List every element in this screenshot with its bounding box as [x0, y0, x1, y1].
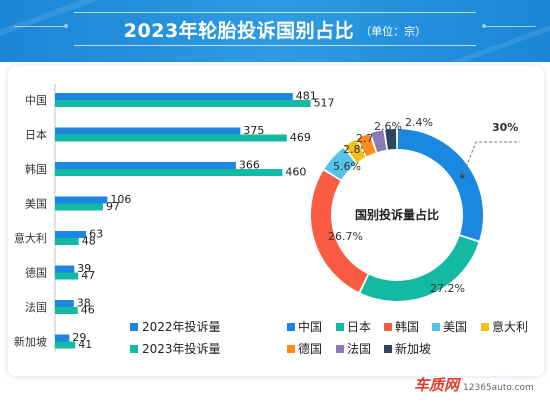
legend-label: 日本	[347, 320, 371, 334]
bar-value-label: 97	[106, 200, 120, 213]
legend-swatch	[336, 345, 344, 353]
legend-label: 法国	[347, 342, 371, 356]
bar	[55, 238, 79, 245]
bar-value-label: 47	[81, 269, 95, 282]
legend-label: 2023年投诉量	[142, 341, 221, 356]
watermark: 车质网 12365auto.com	[414, 374, 534, 395]
category-label: 德国	[25, 266, 47, 280]
legend-label: 韩国	[395, 319, 419, 334]
legend-label: 新加坡	[395, 341, 431, 356]
bar-value-label: 366	[239, 159, 260, 172]
bar-value-label: 517	[314, 97, 335, 110]
donut-slice	[360, 236, 479, 301]
bar	[55, 100, 311, 107]
bar-value-label: 38	[77, 297, 91, 310]
watermark-url: 12365auto.com	[463, 383, 534, 393]
slice-percent-label: 5.6%	[333, 160, 361, 173]
donut-center-label: 国别投诉量占比	[355, 207, 439, 222]
banner-dot-left	[64, 24, 68, 28]
bar	[55, 162, 236, 169]
banner-line-left	[14, 26, 64, 27]
category-label: 新加坡	[14, 335, 47, 349]
bar-value-label: 106	[110, 193, 131, 206]
legend-swatch	[287, 345, 295, 353]
bar-value-label: 63	[89, 228, 103, 241]
slice-percent-label: 27.2%	[430, 282, 465, 295]
category-label: 日本	[25, 128, 47, 142]
legend-swatch	[287, 323, 295, 331]
slice-percent-label: 2.4%	[405, 116, 433, 129]
callout-line	[461, 141, 520, 177]
legend-label: 德国	[298, 341, 322, 356]
bar-value-label: 48	[82, 235, 96, 248]
bar	[55, 93, 293, 100]
bar	[55, 196, 108, 204]
donut-slice	[344, 139, 366, 163]
bar-value-label: 460	[285, 166, 306, 179]
legend-swatch	[432, 323, 440, 331]
chart-panel	[8, 66, 544, 376]
legend-label: 中国	[298, 319, 322, 334]
legend-label: 美国	[443, 320, 467, 334]
banner-dot-right	[482, 24, 486, 28]
donut-slice	[357, 133, 376, 157]
bar	[55, 334, 70, 342]
bar	[55, 169, 283, 176]
legend-label: 意大利	[492, 319, 528, 334]
bar	[55, 300, 74, 307]
category-label: 美国	[25, 198, 47, 211]
legend-swatch	[130, 345, 138, 353]
legend-swatch	[336, 323, 344, 331]
donut-slice	[324, 147, 356, 180]
watermark-logo: 车质网	[414, 376, 460, 394]
donut-slice	[385, 129, 397, 150]
legend-label: 2022年投诉量	[142, 319, 221, 334]
bar	[55, 203, 103, 211]
bar-value-label: 46	[81, 304, 95, 317]
banner-line-right	[486, 26, 536, 27]
slice-percent-label: 30%	[492, 121, 518, 134]
chart-unit: （单位：宗）	[360, 24, 427, 38]
bar-value-label: 39	[77, 262, 91, 275]
legend-swatch	[384, 323, 392, 331]
bar	[55, 341, 76, 349]
bar	[55, 307, 78, 314]
chart-title: 2023年轮胎投诉国别占比	[123, 19, 355, 42]
bar-value-label: 469	[290, 131, 311, 144]
bar	[55, 127, 241, 135]
donut-slice	[311, 170, 368, 292]
donut-slice	[371, 130, 387, 153]
donut-slice	[397, 129, 483, 241]
title-box: 2023年轮胎投诉国别占比 （单位：宗）	[74, 12, 476, 46]
bar	[55, 231, 87, 238]
bar	[55, 265, 75, 273]
legend-swatch	[130, 323, 138, 331]
slice-percent-label: 26.7%	[328, 230, 363, 243]
category-label: 意大利	[14, 231, 47, 245]
bar	[55, 272, 79, 280]
bar-value-label: 375	[243, 124, 264, 137]
legend-swatch	[481, 323, 489, 331]
bar-value-label: 481	[296, 90, 317, 103]
bar-value-label: 29	[72, 331, 86, 344]
bar	[55, 134, 287, 142]
bar-value-label: 41	[78, 338, 92, 351]
category-label: 法国	[25, 300, 47, 314]
category-label: 韩国	[25, 162, 47, 176]
category-label: 中国	[25, 94, 47, 107]
legend-swatch	[384, 345, 392, 353]
header-banner: 2023年轮胎投诉国别占比 （单位：宗）	[0, 0, 550, 62]
